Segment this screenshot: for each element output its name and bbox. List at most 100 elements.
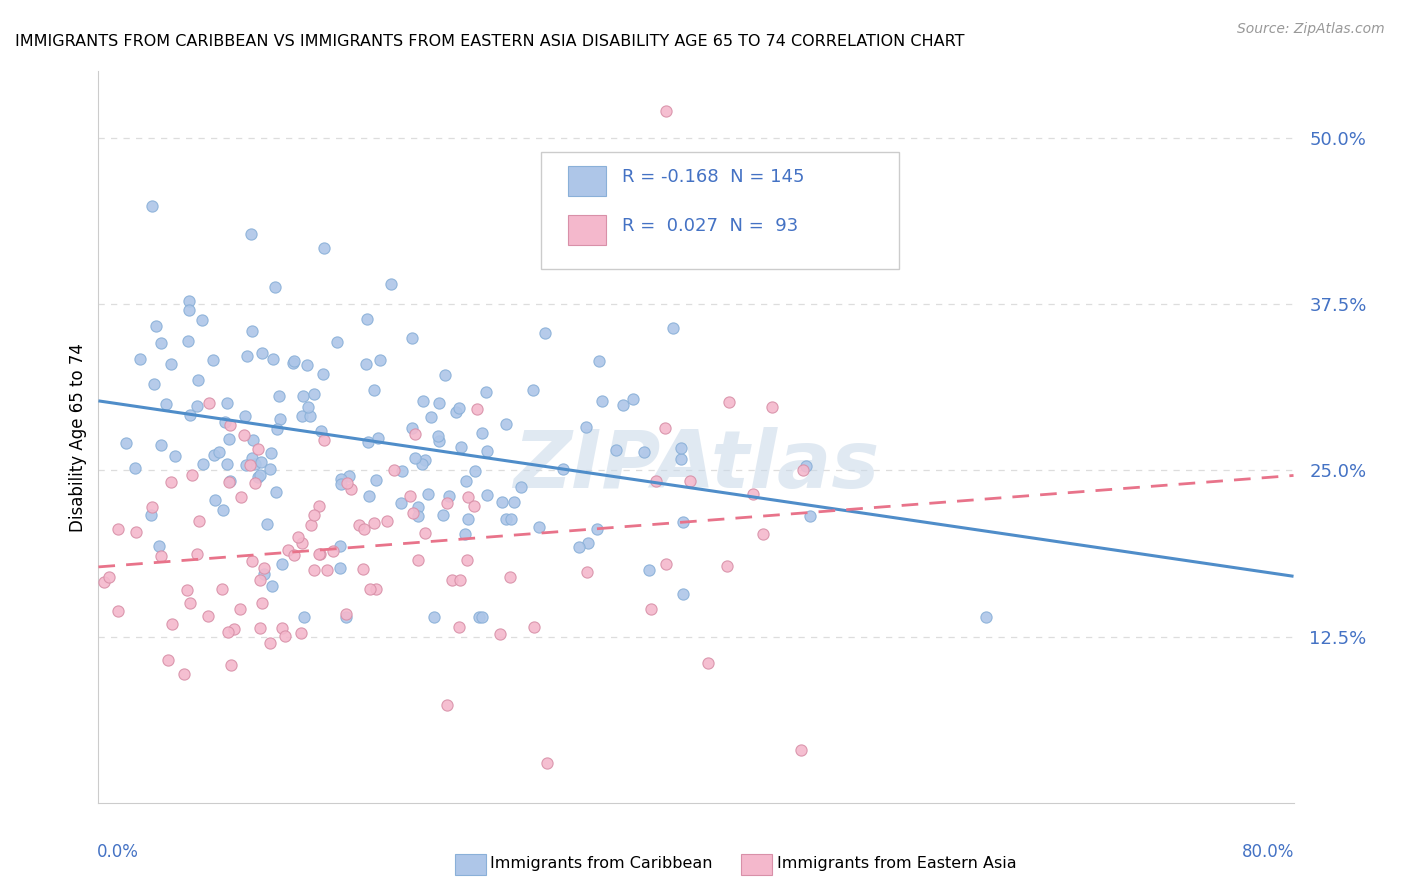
Point — [229, 602, 252, 616]
Text: R =  0.027  N =  93: R = 0.027 N = 93 — [621, 218, 799, 235]
Point — [297, 400, 319, 414]
Text: Immigrants from Caribbean: Immigrants from Caribbean — [491, 856, 713, 871]
Point — [302, 508, 325, 522]
Point — [586, 522, 609, 536]
Point — [640, 601, 662, 615]
Point — [672, 587, 695, 601]
Point — [240, 450, 263, 465]
Point — [235, 458, 257, 472]
Point — [551, 462, 574, 476]
Point — [159, 357, 181, 371]
Point — [794, 459, 817, 474]
Point — [420, 409, 443, 424]
Point — [197, 609, 219, 624]
Point — [432, 508, 454, 522]
Point — [250, 454, 273, 468]
Point — [416, 487, 439, 501]
Point — [413, 525, 436, 540]
Point — [252, 597, 274, 611]
Point — [742, 487, 765, 501]
Point — [264, 485, 287, 500]
Point — [252, 346, 274, 360]
Point — [125, 525, 148, 540]
Point — [669, 441, 692, 455]
Point — [401, 421, 423, 435]
Point — [242, 434, 264, 448]
Point — [429, 396, 451, 410]
Point — [240, 227, 263, 241]
Point — [219, 417, 242, 432]
Point — [471, 425, 494, 440]
Point — [173, 666, 195, 681]
Point — [621, 392, 644, 407]
Point — [215, 457, 238, 471]
Point — [177, 293, 200, 308]
Point — [495, 512, 517, 526]
Point — [264, 280, 287, 294]
Point — [605, 442, 627, 457]
FancyBboxPatch shape — [568, 166, 606, 195]
Point — [329, 560, 352, 574]
Text: R = -0.168  N = 145: R = -0.168 N = 145 — [621, 169, 804, 186]
Point — [457, 490, 479, 504]
Point — [522, 383, 544, 397]
Point — [270, 621, 292, 635]
Point — [375, 514, 398, 528]
Point — [612, 398, 634, 412]
Point — [450, 440, 472, 454]
Point — [404, 426, 426, 441]
Point — [245, 458, 267, 472]
Point — [380, 277, 402, 292]
Point — [218, 432, 240, 446]
Point — [353, 522, 375, 536]
Point — [671, 515, 693, 529]
Point — [150, 438, 173, 452]
Point — [259, 636, 281, 650]
Text: ZIPAtlas: ZIPAtlas — [513, 427, 879, 506]
Point — [291, 536, 314, 550]
Point — [177, 334, 200, 349]
Point — [329, 472, 352, 486]
Point — [751, 526, 773, 541]
Point — [503, 495, 526, 509]
Point — [314, 241, 336, 255]
Point — [243, 475, 266, 490]
Point — [336, 476, 359, 491]
Point — [142, 377, 165, 392]
Point — [463, 500, 485, 514]
Point — [364, 582, 387, 596]
Point — [179, 596, 201, 610]
Point — [799, 508, 821, 523]
Point — [569, 246, 592, 260]
Point — [363, 516, 385, 531]
Point — [716, 558, 738, 573]
Point — [246, 470, 269, 484]
Point — [329, 540, 352, 554]
Point — [436, 698, 458, 712]
Point — [128, 352, 150, 367]
Point — [354, 357, 377, 371]
Point — [449, 573, 471, 587]
Point — [679, 474, 702, 488]
Point — [179, 408, 201, 422]
Point — [792, 463, 814, 477]
Point — [399, 489, 422, 503]
Point — [145, 318, 167, 333]
Point — [367, 430, 389, 444]
Point — [259, 461, 281, 475]
Point — [291, 409, 314, 424]
Point — [534, 326, 557, 341]
Point — [464, 464, 486, 478]
Point — [761, 401, 783, 415]
Point — [446, 405, 468, 419]
Point — [655, 104, 678, 119]
Point — [202, 449, 225, 463]
Point — [309, 547, 332, 561]
Point — [302, 564, 325, 578]
Point — [322, 543, 344, 558]
Point — [696, 657, 718, 671]
Point — [299, 409, 322, 424]
Point — [308, 547, 330, 561]
Point — [471, 609, 494, 624]
Point — [281, 356, 304, 370]
